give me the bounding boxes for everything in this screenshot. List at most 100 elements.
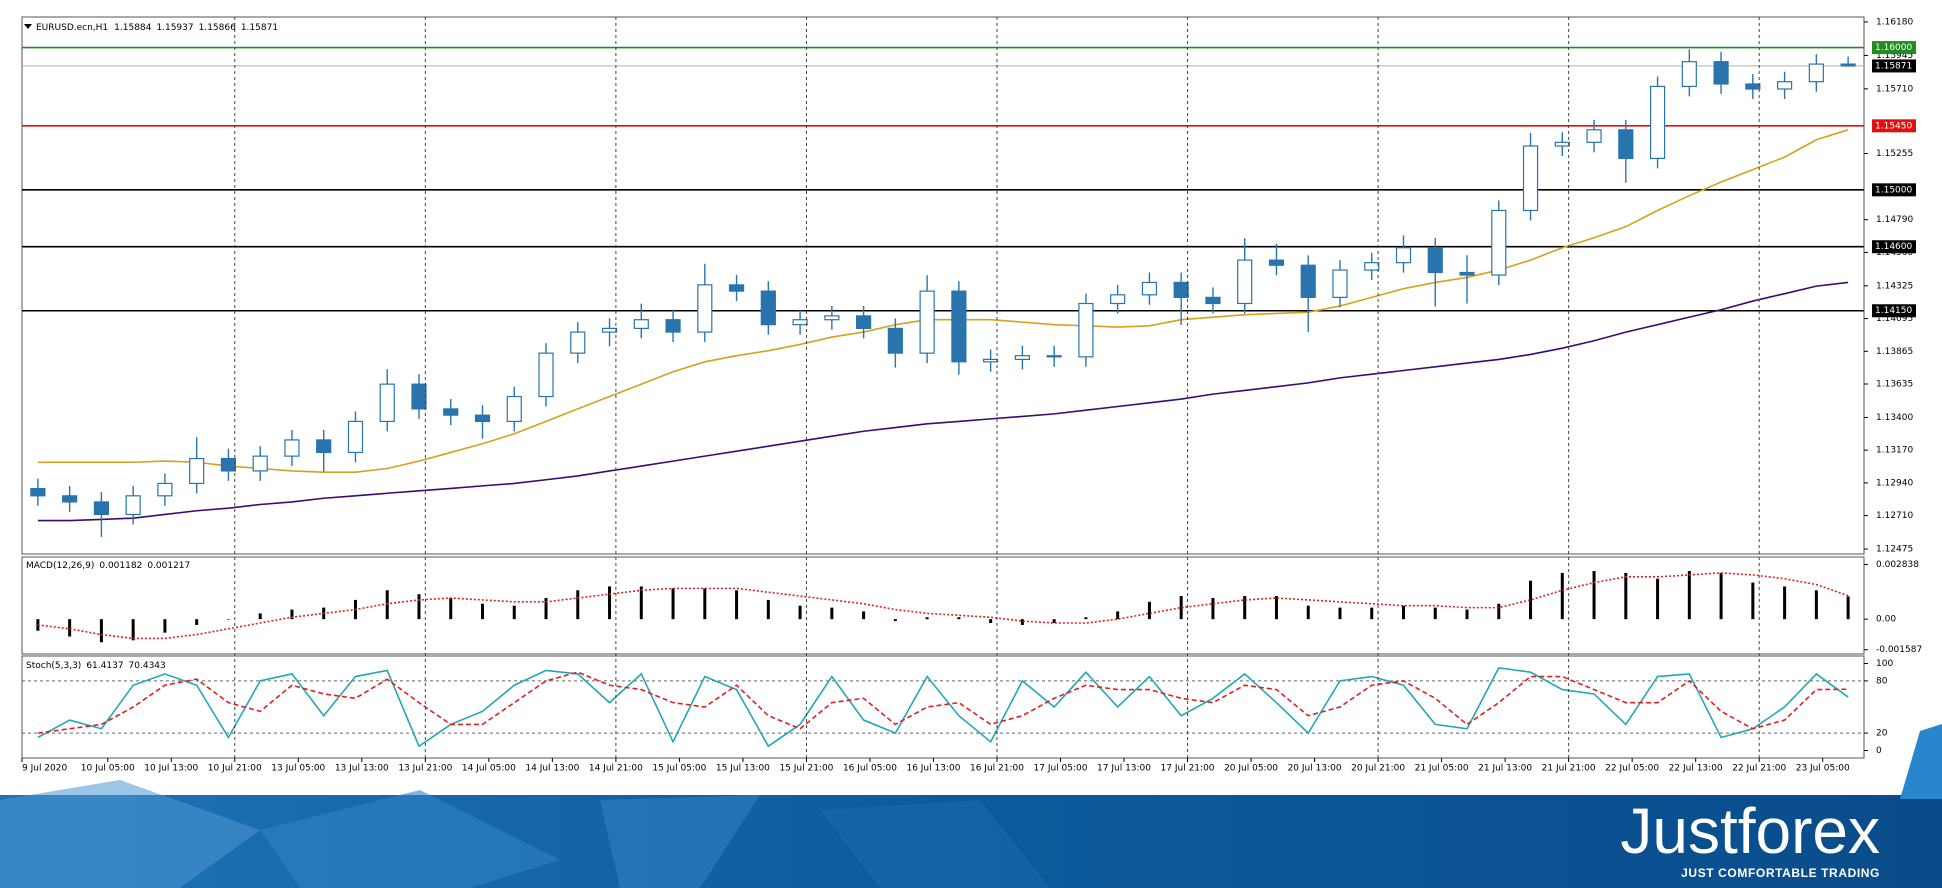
candle-body xyxy=(1808,63,1824,83)
candle-body xyxy=(1141,281,1158,296)
histogram-bar xyxy=(1497,603,1501,620)
candle-body xyxy=(824,315,840,321)
y-tick-label: 1.15255 xyxy=(1876,149,1913,159)
candle-body xyxy=(443,408,459,416)
high: 1.15937 xyxy=(156,23,193,33)
histogram-bar xyxy=(1370,607,1374,620)
candle-body xyxy=(62,495,78,503)
candle-body xyxy=(1364,262,1380,271)
candle-body xyxy=(887,327,903,354)
candle-body xyxy=(1332,269,1348,298)
y-tick-label: 1.14325 xyxy=(1876,281,1913,291)
x-tick-label: 10 Jul 13:00 xyxy=(144,764,198,774)
histogram-bar xyxy=(766,599,770,620)
level-label-box xyxy=(1872,119,1916,133)
candle-body xyxy=(983,358,999,363)
x-tick-label: 20 Jul 21:00 xyxy=(1351,764,1405,774)
candle-body xyxy=(379,383,395,423)
low: 1.15866 xyxy=(199,23,236,33)
histogram-bar xyxy=(385,590,389,620)
level-label-box xyxy=(1872,304,1916,318)
histogram-bar xyxy=(512,605,516,620)
candle-body xyxy=(93,501,109,516)
y-tick-label: 80 xyxy=(1876,676,1888,686)
y-tick-label: 20 xyxy=(1876,729,1888,739)
histogram-bar xyxy=(163,619,167,633)
histogram-bar xyxy=(1338,607,1342,620)
y-tick-label: 1.13865 xyxy=(1876,347,1913,357)
histogram-bar xyxy=(1433,607,1437,620)
histogram-bar xyxy=(1719,572,1723,620)
histogram-bar xyxy=(1687,571,1691,620)
stoch-header: Stoch(5,3,3) 61.4137 70.4343 xyxy=(26,661,166,671)
histogram-bar xyxy=(1783,586,1787,620)
candle-body xyxy=(1713,61,1729,85)
y-tick-label: 1.16180 xyxy=(1876,17,1913,27)
candle-body xyxy=(1554,141,1570,147)
x-tick-label: 20 Jul 05:00 xyxy=(1224,764,1278,774)
x-tick-label: 15 Jul 13:00 xyxy=(716,764,770,774)
candle-body xyxy=(1618,129,1634,159)
x-tick-label: 22 Jul 05:00 xyxy=(1605,764,1659,774)
histogram-bar xyxy=(1084,617,1088,620)
plot-layer: 1.161801.159451.157101.152551.147901.145… xyxy=(21,16,1922,774)
histogram-bar xyxy=(608,586,612,620)
y-tick-label: 0 xyxy=(1876,746,1882,756)
panel-frame xyxy=(21,556,1865,655)
histogram-bar xyxy=(1243,596,1247,620)
histogram-bar xyxy=(1560,572,1564,620)
x-tick-label: 17 Jul 21:00 xyxy=(1161,764,1215,774)
y-tick-label: 1.15945 xyxy=(1876,51,1913,61)
y-tick-label: 1.13635 xyxy=(1876,380,1913,390)
level-label: 1.14600 xyxy=(1875,242,1912,252)
histogram-bar xyxy=(226,619,230,620)
x-tick-label: 9 Jul 2020 xyxy=(22,764,67,774)
footer-shape xyxy=(820,800,1050,888)
y-tick-label: 1.14790 xyxy=(1876,215,1913,225)
histogram-bar xyxy=(1402,605,1405,620)
histogram-bar xyxy=(290,609,294,620)
histogram-bar xyxy=(1052,619,1056,624)
histogram-bar xyxy=(99,619,103,643)
stoch-main-value: 61.4137 xyxy=(86,661,123,671)
candle-body xyxy=(1491,209,1507,276)
candle-body xyxy=(157,482,173,497)
histogram-bar xyxy=(671,588,675,620)
x-tick-label: 16 Jul 13:00 xyxy=(906,764,960,774)
stoch-signal-value: 70.4343 xyxy=(129,661,166,671)
x-tick-label: 15 Jul 21:00 xyxy=(779,764,833,774)
candle-body xyxy=(1237,259,1253,305)
candle-body xyxy=(1205,296,1221,305)
x-tick-label: 10 Jul 21:00 xyxy=(208,764,262,774)
candle-body xyxy=(538,352,554,398)
series-line xyxy=(37,572,1849,640)
y-tick-label: 100 xyxy=(1876,659,1893,669)
histogram-bar xyxy=(830,607,834,620)
histogram-bar xyxy=(1814,590,1818,620)
x-tick-label: 17 Jul 13:00 xyxy=(1097,764,1151,774)
histogram-bar xyxy=(1306,605,1310,620)
y-tick-label: 0.002838 xyxy=(1876,560,1919,570)
stoch-title: Stoch(5,3,3) xyxy=(26,661,81,671)
candle-body xyxy=(316,439,332,454)
candle-body xyxy=(951,290,967,363)
x-tick-label: 20 Jul 13:00 xyxy=(1288,764,1342,774)
footer-shape xyxy=(0,780,260,888)
candle-body xyxy=(252,455,268,472)
histogram-bar xyxy=(449,597,453,620)
candle-body xyxy=(1522,145,1539,212)
x-tick-label: 10 Jul 05:00 xyxy=(81,764,135,774)
y-tick-label: 1.12710 xyxy=(1876,511,1913,521)
candle-body xyxy=(189,457,205,485)
candle-body xyxy=(697,284,713,333)
brand: Justforex xyxy=(1620,795,1880,867)
tagline: JUST COMFORTABLE TRADING xyxy=(1681,866,1880,880)
histogram-bar xyxy=(544,597,548,620)
series-line xyxy=(37,666,1849,748)
candle-body xyxy=(1395,247,1412,264)
histogram-bar xyxy=(893,619,897,622)
histogram-bar xyxy=(1274,596,1278,620)
histogram-bar xyxy=(1529,580,1533,620)
chart-header: EURUSD.ecn,H1 1.15884 1.15937 1.15866 1.1587… xyxy=(36,23,278,33)
